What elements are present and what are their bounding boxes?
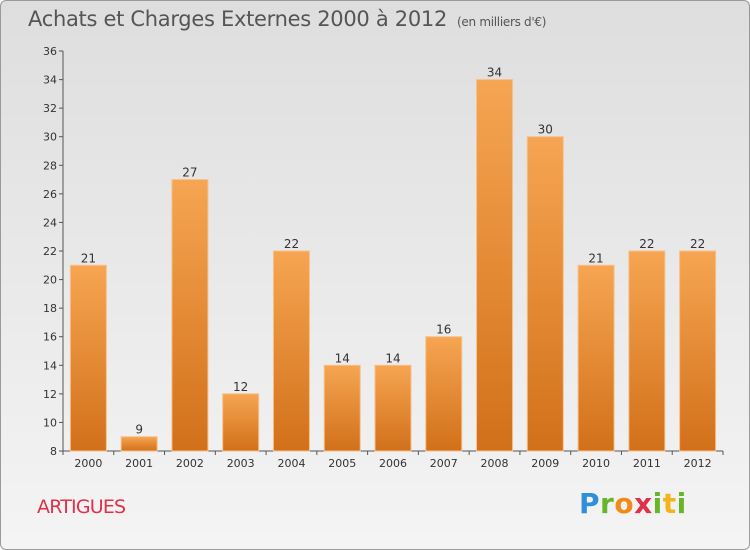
- x-tick-label: 2003: [227, 457, 255, 470]
- bar-value-label: 14: [335, 351, 350, 365]
- x-tick-label: 2012: [684, 457, 712, 470]
- bar-value-label: 14: [385, 351, 400, 365]
- commune-name: ARTIGUES: [37, 496, 126, 518]
- x-tick-label: 2010: [582, 457, 610, 470]
- x-tick-label: 2009: [531, 457, 559, 470]
- x-tick-label: 2008: [481, 457, 509, 470]
- bar[interactable]: [425, 336, 463, 452]
- x-tick-label: 2011: [633, 457, 661, 470]
- bar[interactable]: [272, 250, 310, 452]
- chart-bars: [69, 79, 717, 452]
- y-tick-label: 12: [43, 388, 57, 401]
- bar-value-label: 27: [182, 166, 197, 180]
- bar[interactable]: [120, 436, 158, 452]
- bar[interactable]: [323, 364, 361, 452]
- y-tick-label: 26: [43, 188, 57, 201]
- chart-title: Achats et Charges Externes 2000 à 2012 (e…: [28, 7, 546, 31]
- bar[interactable]: [374, 364, 412, 452]
- bar[interactable]: [69, 264, 107, 452]
- x-tick-label: 2005: [328, 457, 356, 470]
- bar-value-label: 22: [284, 237, 299, 251]
- bar-value-label: 22: [690, 237, 705, 251]
- x-tick-label: 2006: [379, 457, 407, 470]
- bar-value-label: 9: [135, 423, 143, 437]
- y-tick-label: 28: [43, 159, 57, 172]
- bar[interactable]: [628, 250, 666, 452]
- bar-value-label: 22: [639, 237, 654, 251]
- x-tick-label: 2001: [125, 457, 153, 470]
- y-tick-label: 18: [43, 302, 57, 315]
- proxiti-logo[interactable]: Proxiti: [579, 487, 687, 520]
- bar-value-label: 12: [233, 380, 248, 394]
- bar-value-label: 21: [81, 251, 96, 265]
- y-tick-label: 30: [43, 131, 57, 144]
- y-tick-label: 14: [43, 359, 57, 372]
- chart-axes: 8 10 12 14 16 18 20 22 24 26 28 30 32 34 36 2000 2001 200…: [43, 45, 724, 470]
- bar[interactable]: [526, 136, 564, 452]
- y-tick-label: 22: [43, 245, 57, 258]
- x-tick-label: 2000: [74, 457, 102, 470]
- bar-value-label: 30: [538, 123, 553, 137]
- bar[interactable]: [222, 393, 260, 452]
- bar[interactable]: [679, 250, 717, 452]
- bar[interactable]: [171, 179, 209, 452]
- bar-value-label: 16: [436, 323, 451, 337]
- y-tick-label: 10: [43, 416, 57, 429]
- chart-value-labels: 21 9 27 12 22 14 14 16 34 30 21 22 22: [81, 66, 706, 437]
- y-tick-label: 20: [43, 274, 57, 287]
- x-tick-label: 2004: [277, 457, 305, 470]
- x-tick-label: 2007: [430, 457, 458, 470]
- y-tick-label: 32: [43, 102, 57, 115]
- y-tick-label: 36: [43, 45, 57, 58]
- bar-value-label: 21: [588, 251, 603, 265]
- bar-value-label: 34: [487, 66, 502, 80]
- bar[interactable]: [476, 79, 514, 452]
- y-tick-label: 8: [50, 445, 57, 458]
- bar[interactable]: [577, 264, 615, 452]
- x-tick-label: 2002: [176, 457, 204, 470]
- y-tick-label: 34: [43, 74, 57, 87]
- chart-unit: (en milliers d'€): [457, 15, 547, 29]
- y-tick-label: 24: [43, 216, 57, 229]
- chart-title-text: Achats et Charges Externes 2000 à 2012: [28, 7, 448, 31]
- y-tick-label: 16: [43, 331, 57, 344]
